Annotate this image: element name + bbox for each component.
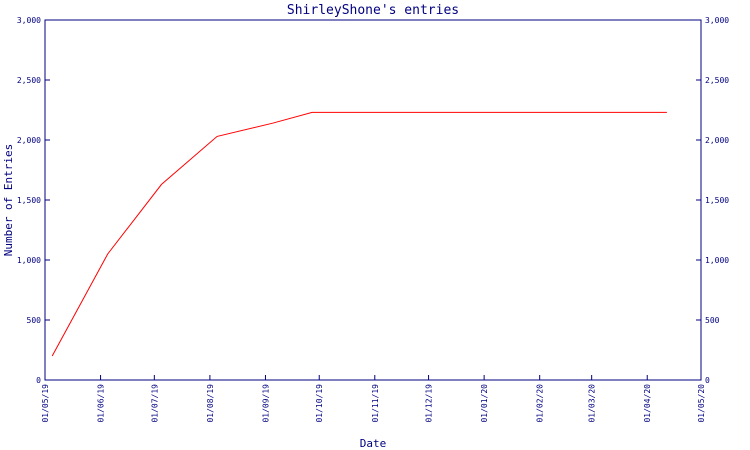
x-tick-label: 01/10/19 [315,384,324,423]
plot-area [44,19,702,381]
series-layer [51,111,667,357]
y-tick-label-right: 500 [705,316,720,325]
y-tick-label-right: 1,500 [705,196,729,205]
y-tick-label-right: 1,000 [705,256,729,265]
x-tick-label: 01/11/19 [371,384,380,423]
x-tick-label: 01/06/19 [97,384,106,423]
y-tick-label-right: 3,000 [705,16,729,25]
y-tick-label-left: 1,500 [17,196,41,205]
x-tick-label: 01/01/20 [480,384,489,423]
y-tick-label-left: 2,500 [17,76,41,85]
y-tick-label-left: 2,000 [17,136,41,145]
y-tick-label-right: 2,000 [705,136,729,145]
y-tick-label-right: 0 [705,376,710,385]
y-tick-label-right: 2,500 [705,76,729,85]
x-tick-label: 01/08/19 [206,384,215,423]
x-tick-label: 01/09/19 [261,384,270,423]
x-tick-label: 01/07/19 [150,384,159,423]
y-tick-label-left: 3,000 [17,16,41,25]
y-tick-label-left: 1,000 [17,256,41,265]
x-axis-label: Date [360,437,387,450]
x-tick-label: 01/02/20 [536,384,545,423]
x-tick-label: 01/04/20 [643,384,652,423]
x-tick-label: 01/03/20 [588,384,597,423]
x-tick-label: 01/05/19 [41,384,50,423]
y-tick-label-left: 0 [36,376,41,385]
y-tick-label-left: 500 [27,316,42,325]
x-axis: 01/05/19 01/06/19 01/07/19 01/08/19 01/09/19… [41,375,706,423]
x-tick-label: 01/05/20 [697,384,706,423]
y-axis-label: Number of Entries [2,144,15,257]
x-tick-label: 01/12/19 [425,384,434,423]
series-line [51,111,667,357]
chart-title: ShirleyShone's entries [287,3,459,18]
y-axis: 0 0 500 500 1,000 1,000 1,500 1,500 2,000 2,000 2,… [17,16,729,385]
